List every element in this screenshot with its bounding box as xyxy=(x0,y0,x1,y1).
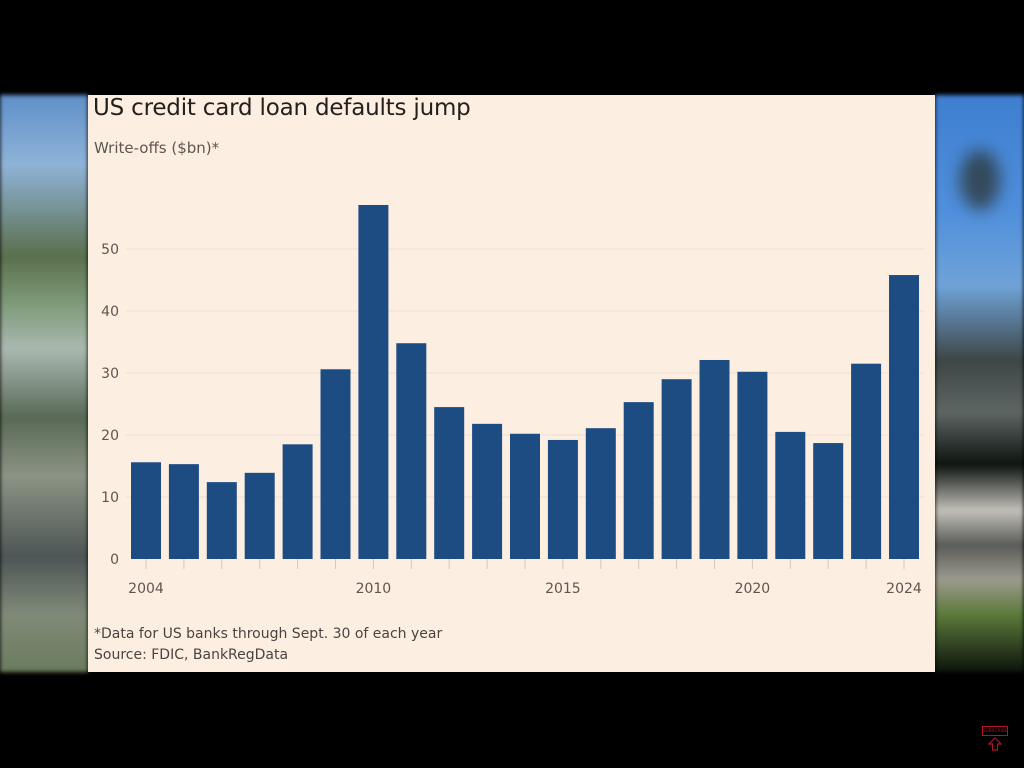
bar-2023 xyxy=(851,363,882,559)
bar-2015 xyxy=(547,439,578,559)
bar-2010 xyxy=(358,204,389,559)
bar-2017 xyxy=(623,402,654,559)
x-tick-label: 2004 xyxy=(128,581,164,597)
bar-2022 xyxy=(813,443,844,559)
y-tick-label: 0 xyxy=(110,552,119,568)
bar-2020 xyxy=(737,371,768,559)
x-tick-label: 2015 xyxy=(545,581,581,597)
bar-2012 xyxy=(434,407,465,559)
chart-subtitle: Write-offs ($bn)* xyxy=(94,139,220,157)
bar-2005 xyxy=(168,464,199,559)
bar-2021 xyxy=(775,431,806,559)
background-blob xyxy=(960,150,1000,210)
chart-title: US credit card loan defaults jump xyxy=(93,95,471,121)
bar-2019 xyxy=(699,359,730,559)
x-tick-label: 2024 xyxy=(886,581,922,597)
x-tick-label: 2020 xyxy=(735,581,771,597)
bar-2004 xyxy=(131,462,161,559)
y-axis-ticks: 0 10 20 30 40 50 xyxy=(101,242,119,568)
bar-2006 xyxy=(206,482,237,559)
y-tick-label: 10 xyxy=(101,490,119,506)
subscribe-label: SUBSCRIBE xyxy=(982,726,1008,736)
bar-2014 xyxy=(510,433,540,559)
y-tick-label: 20 xyxy=(101,428,119,444)
background-left-blurred xyxy=(0,95,88,672)
bar-2013 xyxy=(472,423,503,559)
y-tick-label: 40 xyxy=(101,304,119,320)
bar-2018 xyxy=(661,379,692,559)
arrow-up-icon xyxy=(988,737,1002,751)
bar-2024 xyxy=(889,275,919,559)
bar-2009 xyxy=(320,369,351,559)
chart-panel: 0 10 20 30 40 50 2004 2010 2015 2020 2024 US cred… xyxy=(88,95,935,672)
y-tick-label: 50 xyxy=(101,242,119,258)
source-text: Source: FDIC, BankRegData xyxy=(94,647,289,663)
subscribe-button[interactable]: SUBSCRIBE xyxy=(982,726,1010,754)
x-axis: 2004 2010 2015 2020 2024 xyxy=(128,559,922,597)
bar-chart: 0 10 20 30 40 50 2004 2010 2015 2020 2024 xyxy=(101,204,924,597)
bar-2007 xyxy=(244,472,275,559)
bar-2011 xyxy=(396,343,427,559)
y-tick-label: 30 xyxy=(101,366,119,382)
x-tick-label: 2010 xyxy=(356,581,392,597)
footnote-text: *Data for US banks through Sept. 30 of e… xyxy=(94,626,443,642)
chart-footnote-block: *Data for US banks through Sept. 30 of e… xyxy=(94,624,442,666)
bar-2008 xyxy=(282,444,313,559)
bars xyxy=(131,204,919,559)
bar-2016 xyxy=(585,428,616,559)
